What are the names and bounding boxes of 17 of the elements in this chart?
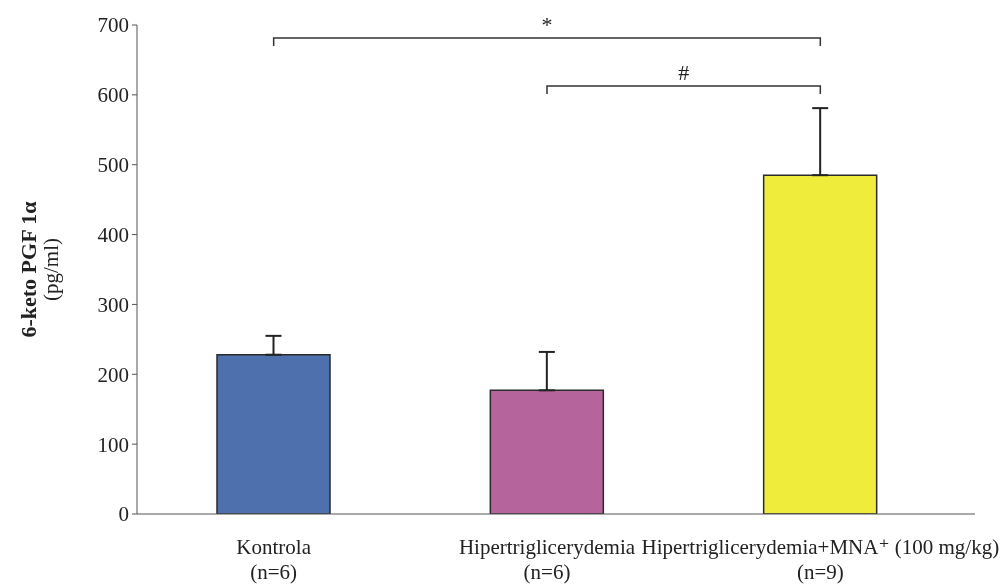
x-tick-label: Hipertriglicerydemia (n=6) <box>458 535 636 584</box>
annotation: * <box>541 12 553 37</box>
y-tick-label: 700 <box>97 13 129 38</box>
y-tick-label: 300 <box>97 292 129 317</box>
bar <box>216 353 331 514</box>
bar <box>762 174 878 514</box>
x-tick-label: Kontrola (n=6) <box>236 535 312 584</box>
y-axis-title: 6-keto PGF 1α (pg/ml) <box>16 200 63 338</box>
y-tick-label: 100 <box>97 432 129 457</box>
x-tick-label: Hipertriglicerydemia+MNA⁺ (100 mg/kg) (n=9) <box>641 535 1000 584</box>
y-tick-label: 500 <box>97 153 129 178</box>
y-tick-label: 0 <box>118 502 129 527</box>
y-tick-label: 400 <box>97 223 129 248</box>
annotation: # <box>678 60 690 85</box>
bar <box>489 389 605 514</box>
y-tick-label: 200 <box>97 362 129 387</box>
y-tick-label: 600 <box>97 83 129 108</box>
